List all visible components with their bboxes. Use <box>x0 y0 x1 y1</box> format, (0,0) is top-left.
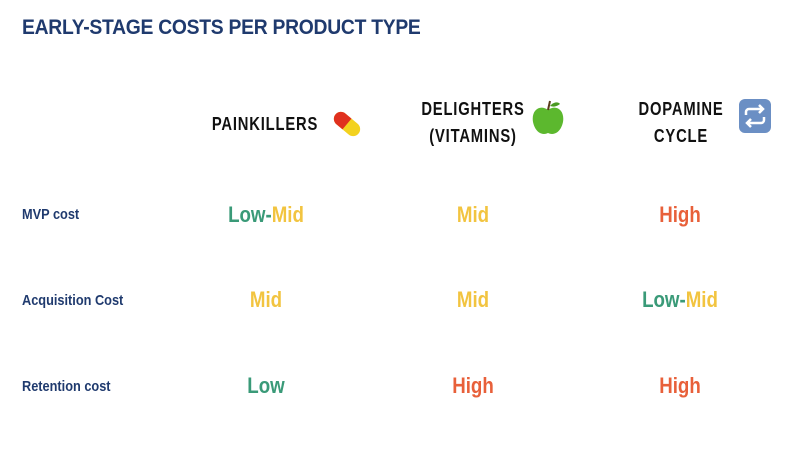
cost-value: Mid <box>198 287 334 313</box>
column-header-delighters: DELIGHTERS (VITAMINS) <box>412 96 535 150</box>
cost-value: High <box>405 373 541 399</box>
cost-value: Low-Mid <box>612 287 748 313</box>
cost-level-mid: Mid <box>685 287 718 312</box>
column-header-dopamine-cycle: DOPAMINE CYCLE <box>620 96 743 150</box>
slide-title: EARLY-STAGE COSTS PER PRODUCT TYPE <box>22 16 421 39</box>
cost-level-mid: Mid <box>271 202 304 227</box>
green-apple-icon <box>532 100 564 134</box>
header-line: DOPAMINE <box>638 99 724 119</box>
cost-value: Low-Mid <box>198 202 334 228</box>
repeat-icon <box>739 99 771 133</box>
cost-value: Low <box>198 373 334 399</box>
cost-level-mid: Mid <box>249 287 283 312</box>
row-label-acquisition-cost: Acquisition Cost <box>22 292 124 309</box>
cost-value: Mid <box>405 202 541 228</box>
cost-value: High <box>612 373 748 399</box>
cost-level-high: High <box>659 373 701 398</box>
cost-level-low: Low- <box>642 287 686 312</box>
row-label-mvp-cost: MVP cost <box>22 206 80 223</box>
cost-level-mid: Mid <box>456 202 490 227</box>
header-line: (VITAMINS) <box>429 126 517 146</box>
cost-level-high: High <box>452 373 494 398</box>
cost-value: Mid <box>405 287 541 313</box>
header-line: DELIGHTERS <box>421 99 525 119</box>
header-line: PAINKILLERS <box>211 114 319 134</box>
cost-level-low: Low <box>247 373 285 398</box>
pill-icon <box>333 111 361 137</box>
cost-value: High <box>612 202 748 228</box>
cost-level-mid: Mid <box>456 287 490 312</box>
cost-level-high: High <box>659 202 701 227</box>
cost-level-low: Low- <box>228 202 272 227</box>
header-line: CYCLE <box>653 126 709 146</box>
row-label-retention-cost: Retention cost <box>22 378 111 395</box>
column-header-painkillers: PAINKILLERS <box>204 111 327 138</box>
